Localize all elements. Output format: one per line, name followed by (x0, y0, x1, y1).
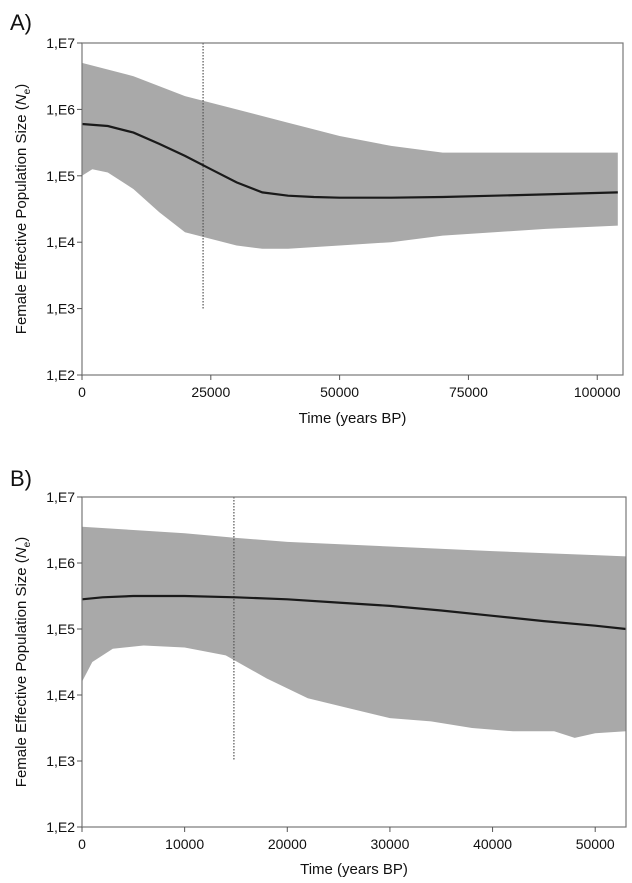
x-tick-label: 50000 (576, 836, 615, 852)
x-tick-label: 75000 (449, 384, 488, 400)
chart-panel-2: B) 1,E2 1,E3 1,E4 1,E5 1,E6 1,E7 0 10000 20000 300… (10, 466, 627, 878)
y-tick-label: 1,E3 (46, 753, 75, 769)
y-axis-title: Female Effective Population Size (Ne) (13, 537, 33, 787)
y-tick-label: 1,E2 (46, 367, 75, 383)
plot-frame (81, 42, 624, 376)
chart-panel-1: A) 1,E2 1,E3 1,E4 1,E5 1,E6 1,E7 0 25000 50000 750… (10, 10, 624, 427)
y-tick-label: 1,E7 (46, 489, 75, 505)
x-tick-label: 25000 (191, 384, 230, 400)
y-tick-label: 1,E6 (46, 555, 75, 571)
panel-label: B) (10, 466, 32, 491)
y-tick-label: 1,E3 (46, 301, 75, 317)
x-tick-label: 0 (78, 384, 86, 400)
median-line (81, 594, 627, 631)
y-tick-label: 1,E4 (46, 234, 75, 250)
x-axis-title: Time (years BP) (300, 861, 408, 878)
y-tick-label: 1,E4 (46, 687, 75, 703)
hpd-band (82, 62, 618, 249)
x-tick-label: 0 (78, 836, 86, 852)
x-axis-title: Time (years BP) (299, 410, 407, 427)
panel-label: A) (10, 10, 32, 35)
plot-frame (81, 496, 627, 828)
x-tick-label: 10000 (165, 836, 204, 852)
y-axis-title: Female Effective Population Size (Ne) (13, 84, 33, 334)
x-tick-label: 20000 (268, 836, 307, 852)
y-tick-label: 1,E5 (46, 168, 75, 184)
x-tick-label: 50000 (320, 384, 359, 400)
x-tick-label: 30000 (370, 836, 409, 852)
hpd-band (82, 526, 626, 738)
y-tick-label: 1,E7 (46, 35, 75, 51)
y-tick-label: 1,E6 (46, 101, 75, 117)
y-tick-label: 1,E5 (46, 621, 75, 637)
y-tick-label: 1,E2 (46, 819, 75, 835)
median-line (81, 122, 618, 199)
x-tick-label: 100000 (574, 384, 621, 400)
x-tick-label: 40000 (473, 836, 512, 852)
